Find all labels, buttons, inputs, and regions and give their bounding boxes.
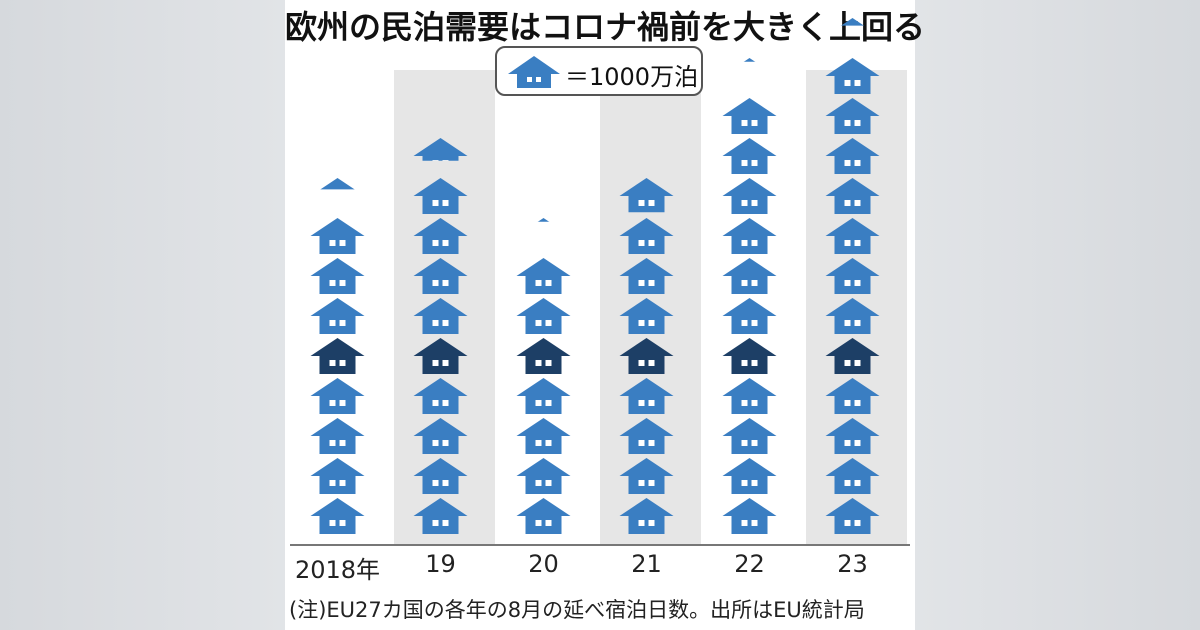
house-icon	[413, 138, 468, 161]
house-icon	[413, 378, 468, 414]
x-tick-label: 20	[528, 550, 559, 578]
house-icon	[825, 418, 880, 454]
house-icon	[413, 418, 468, 454]
house-icon	[722, 258, 777, 294]
house-icon	[516, 498, 571, 534]
house-icon	[413, 178, 468, 214]
house-icon	[413, 298, 468, 334]
house-icon	[619, 498, 674, 534]
house-icon	[508, 56, 560, 88]
house-icon	[825, 178, 880, 214]
house-icon	[413, 498, 468, 534]
house-icon	[310, 458, 365, 494]
house-icon	[722, 418, 777, 454]
bar-5	[825, 18, 880, 534]
house-icon	[841, 18, 864, 26]
house-icon	[516, 458, 571, 494]
house-icon	[722, 178, 777, 214]
house-icon	[310, 498, 365, 534]
house-icon	[413, 458, 468, 494]
bar-1	[413, 138, 468, 534]
source-note: (注)EU27カ国の各年の8月の延べ宿泊日数。出所はEU統計局	[289, 598, 865, 622]
house-icon	[619, 418, 674, 454]
x-tick-label: 2018年	[294, 556, 381, 584]
house-icon	[825, 138, 880, 174]
house-icon	[722, 498, 777, 534]
house-icon	[619, 458, 674, 494]
house-icon	[619, 298, 674, 334]
bar-2	[516, 218, 571, 534]
house-icon	[320, 178, 355, 190]
house-icon	[825, 98, 880, 134]
house-icon	[310, 418, 365, 454]
house-icon	[310, 258, 365, 294]
legend-label: ＝1000万泊	[565, 63, 699, 91]
house-icon	[516, 418, 571, 454]
x-tick-label: 23	[837, 550, 868, 578]
house-icon	[413, 218, 468, 254]
chart-card: 欧州の民泊需要はコロナ禍前を大きく上回る ＝1000万泊 2018年 19 20 21…	[285, 0, 926, 630]
bar-4	[722, 58, 777, 534]
house-icon	[516, 258, 571, 294]
house-icon	[619, 378, 674, 414]
legend-box: ＝1000万泊	[495, 46, 703, 96]
x-tick-label: 22	[734, 550, 765, 578]
house-icon	[722, 338, 777, 374]
house-icon	[619, 178, 674, 213]
pictogram-chart	[310, 18, 907, 544]
house-icon	[619, 338, 674, 374]
house-icon	[310, 378, 365, 414]
house-icon	[825, 58, 880, 94]
house-icon	[825, 458, 880, 494]
house-icon	[310, 298, 365, 334]
bar-0	[310, 178, 365, 534]
house-icon	[825, 378, 880, 414]
house-icon	[722, 138, 777, 174]
house-icon	[619, 258, 674, 294]
x-tick-label: 19	[425, 550, 456, 578]
house-icon	[516, 298, 571, 334]
bar-3	[619, 178, 674, 534]
house-icon	[722, 218, 777, 254]
house-icon	[413, 338, 468, 374]
house-icon	[722, 98, 777, 134]
chart-title: 欧州の民泊需要はコロナ禍前を大きく上回る	[285, 8, 926, 46]
house-icon	[310, 338, 365, 374]
house-icon	[619, 218, 674, 254]
house-icon	[722, 378, 777, 414]
house-icon	[743, 58, 756, 62]
x-tick-label: 21	[631, 550, 662, 578]
house-icon	[825, 498, 880, 534]
house-icon	[825, 258, 880, 294]
house-icon	[825, 298, 880, 334]
house-icon	[413, 258, 468, 294]
house-icon	[825, 218, 880, 254]
x-axis-line	[290, 544, 910, 546]
house-icon	[722, 298, 777, 334]
house-icon	[537, 218, 550, 222]
house-icon	[516, 378, 571, 414]
house-icon	[516, 338, 571, 374]
house-icon	[722, 458, 777, 494]
house-icon	[310, 218, 365, 254]
house-icon	[825, 338, 880, 374]
